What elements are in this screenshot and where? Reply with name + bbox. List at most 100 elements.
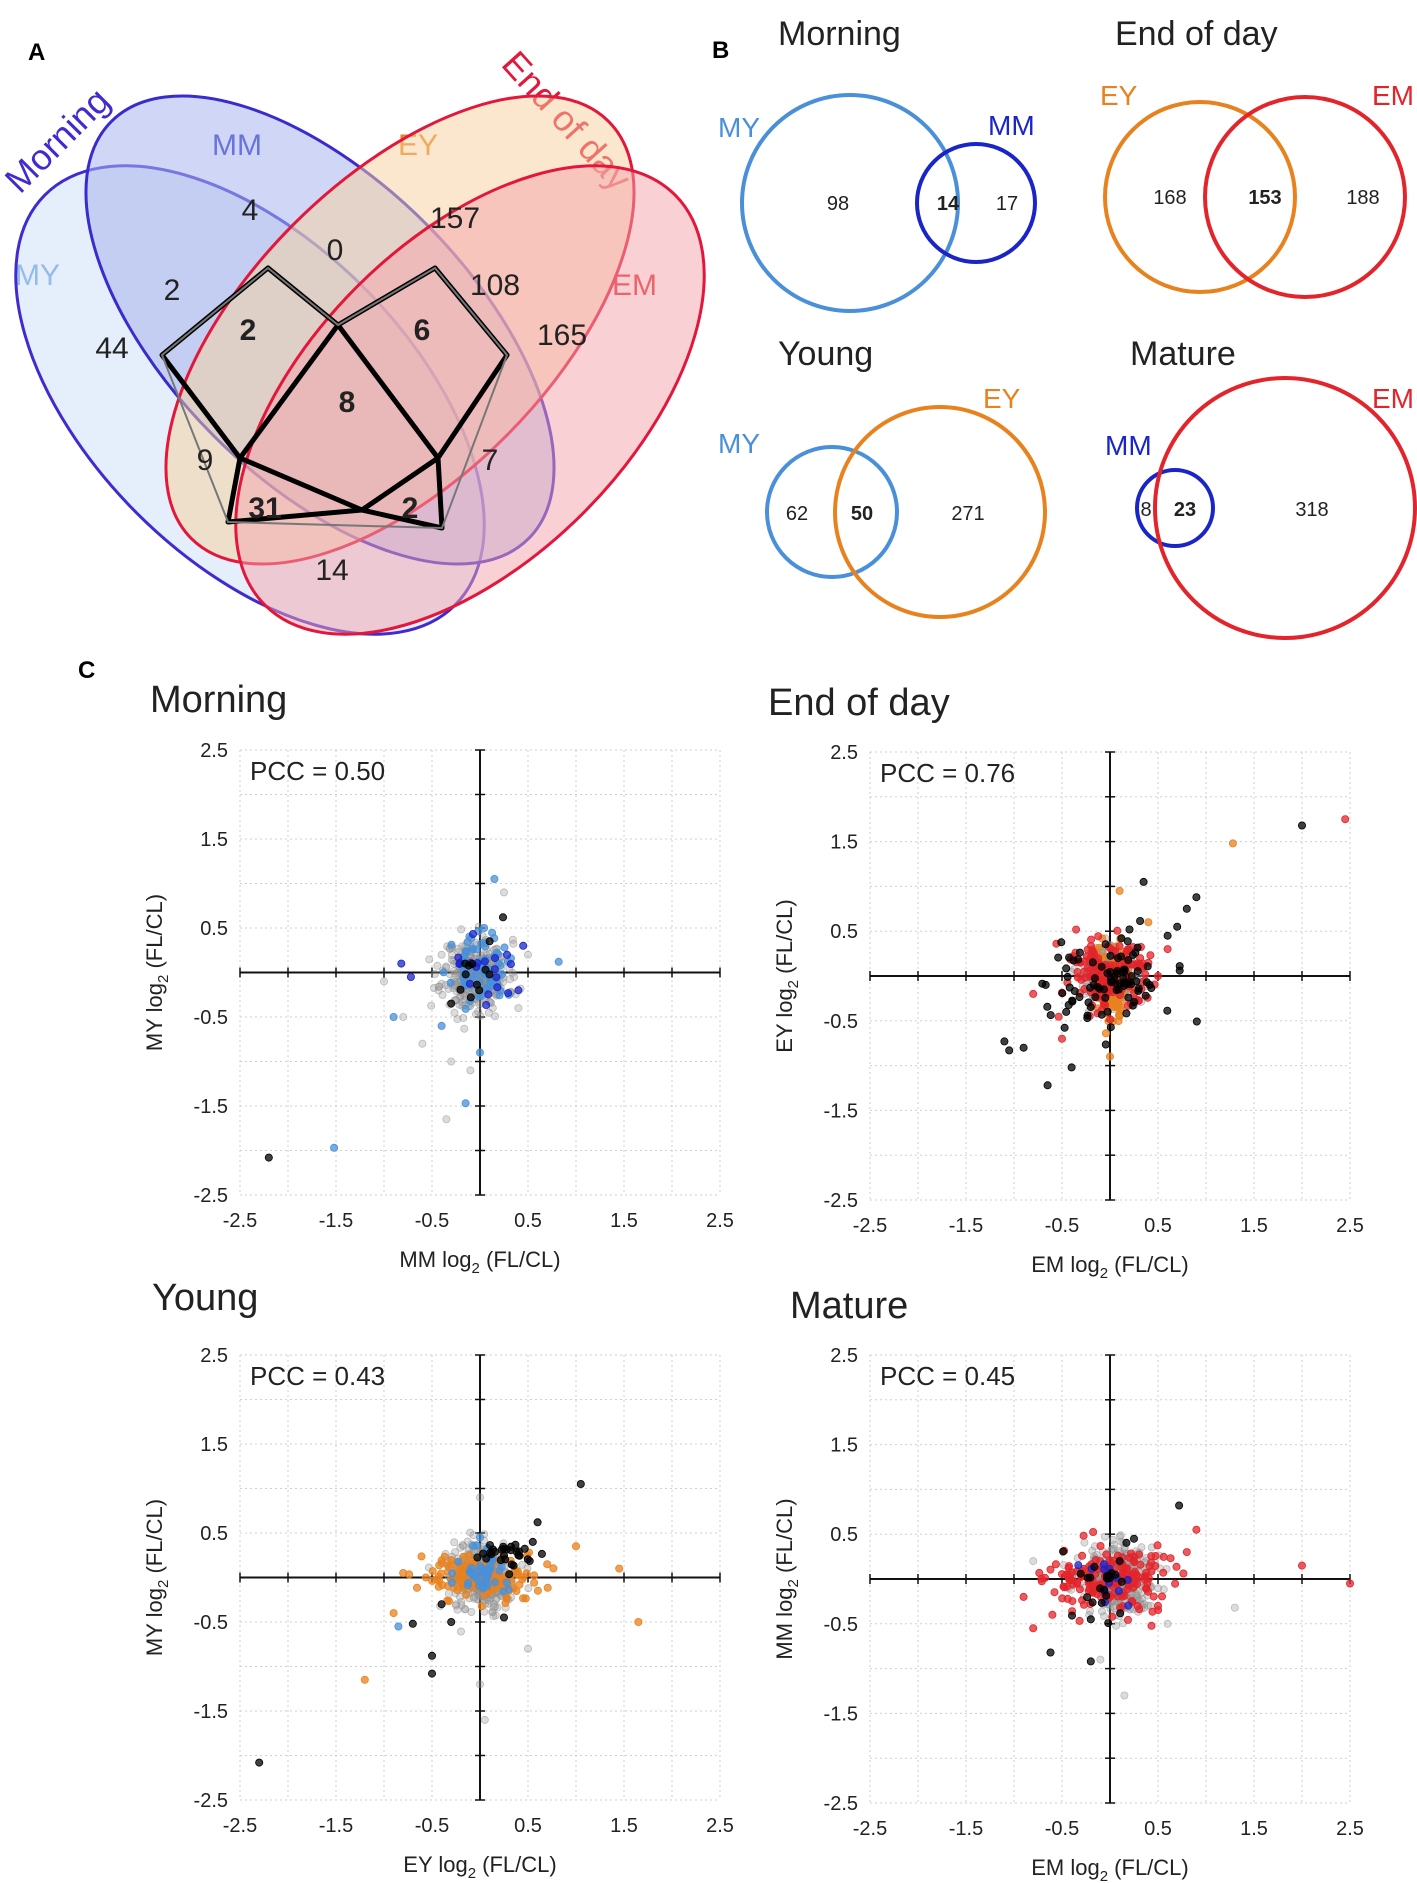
x-tick-label: 0.5 — [1144, 1818, 1172, 1840]
point-both — [1068, 1611, 1077, 1620]
point-all — [480, 1715, 489, 1724]
point-both — [1062, 964, 1071, 973]
y-axis-label: MY log2 (FL/CL) — [142, 1499, 172, 1656]
venn-ellipse-em — [234, 164, 706, 636]
point-em — [1072, 925, 1081, 934]
point-em — [1087, 935, 1096, 944]
point-my — [475, 1048, 484, 1057]
point-both — [514, 1551, 523, 1560]
point-em — [1158, 1592, 1167, 1601]
point-my — [496, 961, 505, 970]
point-my — [504, 1585, 513, 1594]
point-both — [1175, 1501, 1184, 1510]
point-em — [1089, 1528, 1098, 1537]
point-all — [449, 967, 458, 976]
point-em — [1075, 1585, 1084, 1594]
point-all — [454, 944, 463, 953]
region-my-em: 14 — [315, 554, 348, 587]
venn-b-young-left-count: 62 — [786, 503, 808, 525]
point-ey — [1115, 1011, 1124, 1020]
point-em — [1051, 1560, 1060, 1569]
point-both — [1043, 1081, 1052, 1090]
venn-b-young-right-label: EY — [983, 383, 1021, 414]
y-tick-label: 1.5 — [830, 832, 858, 854]
x-tick-label: 2.5 — [1336, 1215, 1364, 1237]
venn-b-morning-circle-my — [740, 93, 960, 313]
x-tick-label: -1.5 — [319, 1815, 353, 1837]
point-em — [1094, 932, 1103, 941]
point-all — [1109, 1602, 1118, 1611]
point-all — [459, 1014, 468, 1023]
point-both — [501, 1555, 510, 1564]
point-ey — [417, 1552, 426, 1561]
scatter-title: Morning — [150, 679, 287, 721]
point-both — [1119, 973, 1128, 982]
point-my — [446, 978, 455, 987]
point-both — [1000, 1037, 1009, 1046]
y-tick-label: -0.5 — [824, 1614, 858, 1636]
point-both — [1175, 962, 1184, 971]
point-mm — [465, 979, 474, 988]
point-em — [1151, 1552, 1160, 1561]
point-both — [533, 1518, 542, 1527]
point-ey — [1144, 918, 1153, 927]
point-em — [1068, 1597, 1077, 1606]
venn-b-young-circle-my — [765, 445, 899, 579]
y-axis-label: EY log2 (FL/CL) — [772, 899, 802, 1052]
point-em — [1133, 1602, 1142, 1611]
point-both — [1063, 972, 1072, 981]
point-both — [456, 985, 465, 994]
venn-b-mature-title: Mature — [1130, 335, 1236, 373]
point-both — [1091, 993, 1100, 1002]
point-both — [485, 937, 494, 946]
x-tick-label: 1.5 — [1240, 1818, 1268, 1840]
point-both — [1086, 1615, 1095, 1624]
point-my — [497, 1563, 506, 1572]
point-all — [453, 1015, 462, 1024]
y-tick-label: -2.5 — [194, 1790, 228, 1812]
x-tick-label: -0.5 — [1045, 1215, 1079, 1237]
point-all — [457, 1601, 466, 1610]
point-both — [1128, 1001, 1137, 1010]
point-my — [448, 1569, 457, 1578]
point-em — [1192, 1525, 1201, 1534]
venn-b-eod-title: End of day — [1115, 15, 1278, 53]
point-both — [255, 1758, 264, 1767]
y-axis-label: MY log2 (FL/CL) — [142, 894, 172, 1051]
point-all — [489, 1612, 498, 1621]
point-all — [399, 1013, 408, 1022]
point-my — [490, 1578, 499, 1587]
point-em — [1108, 1612, 1117, 1621]
x-tick-label: -1.5 — [949, 1818, 983, 1840]
point-my — [474, 1576, 483, 1585]
point-my — [478, 1583, 487, 1592]
venn-b-morning-right-count: 17 — [996, 193, 1018, 215]
point-both — [1182, 904, 1191, 913]
panel-c: -2.5 -1.5 -0.5 0.5 1.5 2.5 2.5 1.5 0.5 -0.5 -1.5 -2… — [142, 679, 1364, 1883]
point-ey — [549, 1564, 558, 1573]
point-em — [1154, 972, 1163, 981]
point-all — [1112, 1621, 1121, 1630]
point-ey — [513, 1569, 522, 1578]
point-both — [472, 980, 481, 989]
point-both — [1038, 979, 1047, 988]
point-all — [475, 1680, 484, 1689]
x-tick-label: 0.5 — [514, 1815, 542, 1837]
region-my-mm-em: 2 — [402, 492, 419, 525]
venn-b-young-circle-ey — [833, 405, 1047, 619]
panel-b: B Morning MY MM 98 14 17 End of day EY E… — [712, 15, 1417, 640]
region-my-ey-em: 31 — [248, 492, 281, 525]
point-both — [1088, 1598, 1097, 1607]
point-all — [1163, 1619, 1172, 1628]
point-em — [1179, 1569, 1188, 1578]
point-both — [427, 1651, 436, 1660]
point-ey — [515, 1580, 524, 1589]
point-both — [1046, 1648, 1055, 1657]
point-all — [433, 961, 442, 970]
point-em — [1136, 954, 1145, 963]
point-em — [1122, 947, 1131, 956]
point-em — [1080, 957, 1089, 966]
point-all — [379, 977, 388, 986]
region-em-only: 165 — [537, 319, 587, 352]
point-both — [461, 970, 470, 979]
